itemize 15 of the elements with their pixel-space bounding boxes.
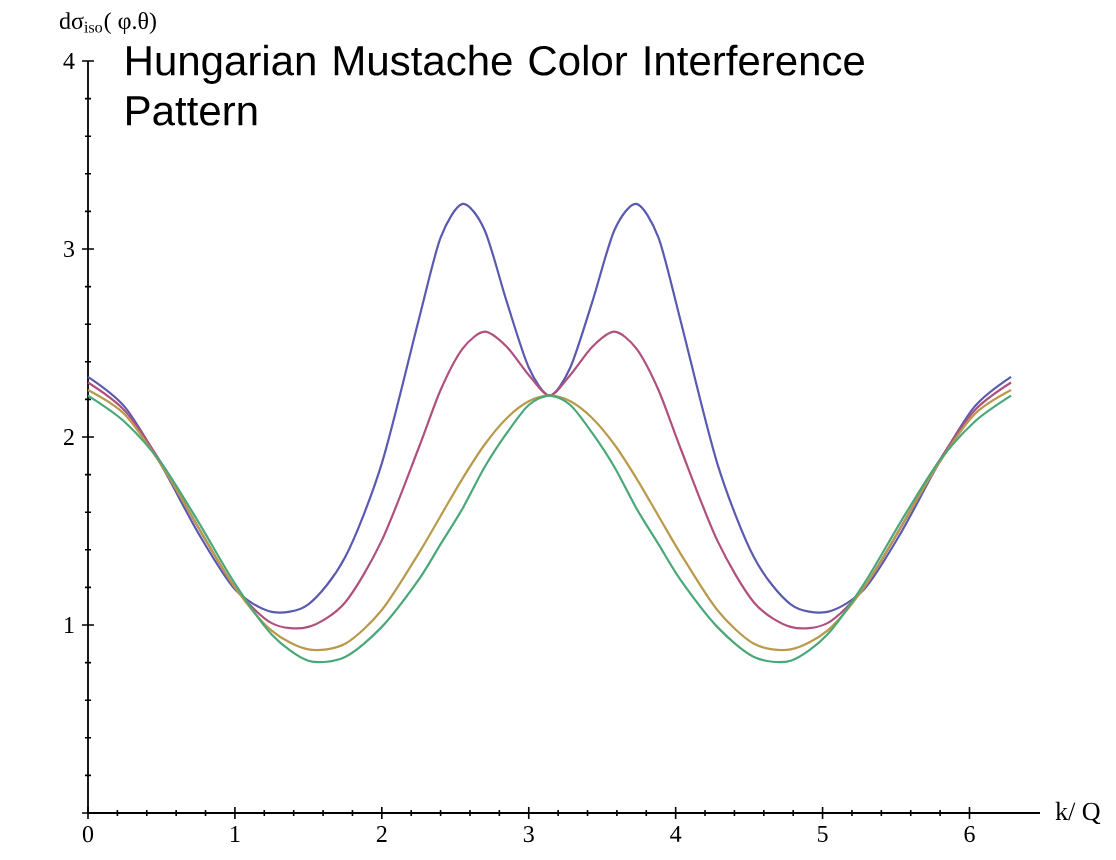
y-tick-label: 1 — [65, 617, 74, 633]
x-tick-label: 0 — [82, 826, 94, 843]
y-axis-title: dσ$_{iso}$( φ.θ) — [59, 12, 156, 34]
y-tick-label: 4 — [63, 53, 75, 69]
y-tick-label: 3 — [64, 240, 75, 258]
x-tick-label: 2 — [376, 826, 387, 842]
x-tick-label: 6 — [964, 826, 975, 843]
x-tick-label: 1 — [231, 826, 240, 842]
x-axis-title: k/ Q — [1055, 801, 1101, 825]
x-tick-label: 5 — [817, 826, 828, 842]
x-tick-label: 3 — [523, 826, 534, 843]
chart-title: Hungarian Mustache Color Interference Pattern — [127, 44, 864, 126]
line-series — [86, 202, 1013, 614]
y-tick-label: 2 — [64, 429, 74, 445]
x-tick-label: 4 — [670, 826, 682, 842]
